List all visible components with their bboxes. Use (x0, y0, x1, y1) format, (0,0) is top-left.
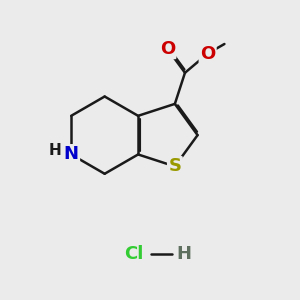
Text: O: O (200, 45, 215, 63)
Text: O: O (160, 40, 175, 58)
Text: H: H (49, 143, 61, 158)
Text: Cl: Cl (124, 245, 143, 263)
Text: N: N (64, 146, 79, 164)
Text: S: S (168, 158, 182, 175)
Text: H: H (177, 245, 192, 263)
